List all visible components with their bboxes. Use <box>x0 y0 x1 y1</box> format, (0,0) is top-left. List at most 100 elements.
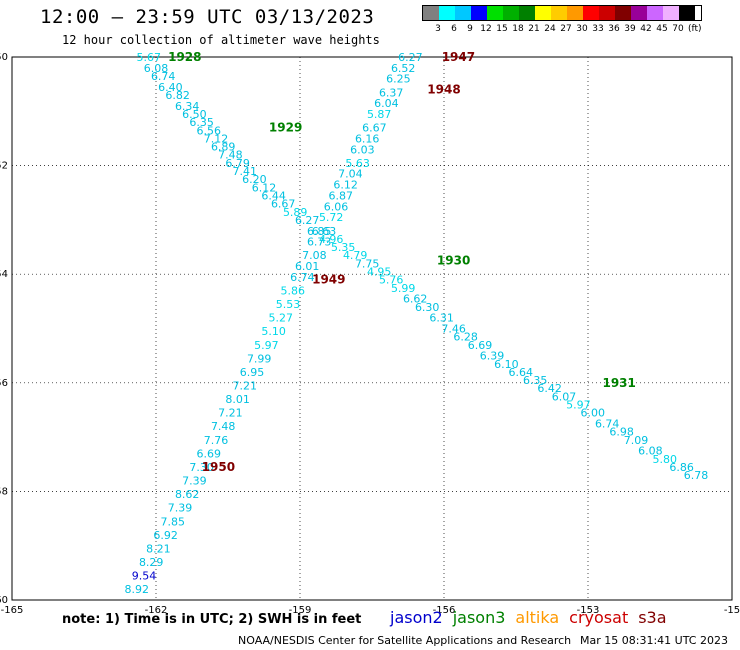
x-tick-label: -165 <box>1 605 24 616</box>
legend-color-box <box>455 6 471 20</box>
wave-height-point: 7.12 <box>204 132 229 145</box>
pass-time-label: 1948 <box>427 83 460 97</box>
legend-value-label: 18 <box>512 24 524 34</box>
legend-value-label: 70 <box>672 24 684 34</box>
wave-height-point: 6.39 <box>480 350 505 363</box>
pass-time-label: 1929 <box>269 121 302 135</box>
legend-color-boxes <box>422 5 702 21</box>
wave-height-point: 5.63 <box>345 157 370 170</box>
wave-height-point: 6.35 <box>523 374 548 387</box>
wave-height-point: 7.76 <box>204 434 229 447</box>
pass-time-label: 1931 <box>602 376 635 390</box>
mission-label-jason2: jason2 <box>390 608 443 627</box>
timestamp-text: Mar 15 08:31:41 UTC 2023 <box>580 634 728 647</box>
wave-height-point: 8.92 <box>125 583 150 596</box>
wave-height-point: 6.74 <box>151 70 176 83</box>
legend-color-box <box>599 6 615 20</box>
wave-height-point: 6.20 <box>242 173 267 186</box>
mission-list: jason2 jason3 altika cryosat s3a <box>390 608 667 627</box>
wave-height-point: 6.31 <box>429 312 454 325</box>
wave-height-point: 5.89 <box>283 206 308 219</box>
wave-height-point: 6.03 <box>350 143 375 156</box>
pass-time-label: 1930 <box>437 254 470 268</box>
wave-height-point: 5.27 <box>269 312 294 325</box>
wave-height-point: 5.99 <box>391 282 416 295</box>
legend-value-label: 39 <box>624 24 636 34</box>
wave-height-point: 5.53 <box>276 298 301 311</box>
wave-height-point: 6.62 <box>403 293 428 306</box>
wave-height-point: 6.86 <box>669 461 694 474</box>
wave-height-point: 6.27 <box>295 214 320 227</box>
wave-height-point: 6.82 <box>165 89 190 102</box>
wave-height-point: 6.35 <box>189 116 214 129</box>
wave-height-point: 6.95 <box>240 366 265 379</box>
pass-time-label: 1928 <box>168 50 201 64</box>
legend-color-box <box>439 6 455 20</box>
pass-time-label: 1950 <box>202 460 235 474</box>
wave-height-point: 6.74 <box>290 271 315 284</box>
wave-height-point: 7.41 <box>233 165 258 178</box>
wave-height-point: 6.64 <box>509 366 534 379</box>
wave-height-point: 5.76 <box>379 274 404 287</box>
y-tick-label: -60 <box>0 595 8 606</box>
wave-height-point: 7.85 <box>161 515 186 528</box>
units-note: note: 1) Time is in UTC; 2) SWH is in fe… <box>62 612 362 627</box>
wave-height-point: 4.79 <box>343 249 368 262</box>
wave-height-point: 6.12 <box>252 181 277 194</box>
legend-color-box <box>471 6 487 20</box>
legend-color-box <box>519 6 535 20</box>
wave-height-point: 6.16 <box>355 132 380 145</box>
x-tick-label: -159 <box>289 605 312 616</box>
chart-title: 12:00 – 23:59 UTC 03/13/2023 <box>40 6 375 28</box>
y-tick-label: -52 <box>0 161 8 172</box>
wave-height-point: 6.69 <box>468 339 493 352</box>
wave-height-point: 6.67 <box>271 198 296 211</box>
wave-height-point: 8.01 <box>225 393 250 406</box>
legend-value-label: 15 <box>496 24 508 34</box>
wave-height-point: 6.63 <box>312 225 337 238</box>
wave-height-point: 6.12 <box>333 179 358 192</box>
wave-height-point: 5.87 <box>367 108 392 121</box>
legend-color-box <box>551 6 567 20</box>
legend-value-labels: 3 6 9 12 15 18 21 24 27 30 33 36 39 42 45 70 (ft) <box>422 24 701 34</box>
x-tick-label: -156 <box>433 605 456 616</box>
wave-height-point: 6.07 <box>552 390 577 403</box>
wave-height-point: 6.42 <box>537 382 562 395</box>
legend-value-label: 12 <box>480 24 492 34</box>
y-tick-label: -56 <box>0 378 8 389</box>
wave-height-point: 6.08 <box>638 445 663 458</box>
wave-height-point: 5.97 <box>254 339 279 352</box>
wave-height-point: 6.74 <box>595 418 620 431</box>
wave-height-point: 7.21 <box>233 380 258 393</box>
mission-label-altika: altika <box>515 608 560 627</box>
legend-color-box <box>647 6 663 20</box>
credit-text: NOAA/NESDIS Center for Satellite Applica… <box>238 634 572 647</box>
mission-label-s3a: s3a <box>638 608 667 627</box>
wave-height-point: 6.79 <box>225 157 250 170</box>
wave-height-point: 6.69 <box>197 447 222 460</box>
wave-height-point: 5.35 <box>331 241 356 254</box>
mission-label-jason3: jason3 <box>452 608 506 627</box>
wave-height-point: 6.40 <box>158 81 183 94</box>
wave-height-point: 7.48 <box>218 149 243 162</box>
wave-height-point: 5.86 <box>281 284 306 297</box>
wave-height-point: 6.50 <box>182 108 207 121</box>
wave-height-point: 7.39 <box>168 502 193 515</box>
legend-value-label: 24 <box>544 24 556 34</box>
y-tick-label: -54 <box>0 269 8 280</box>
wave-height-point: 7.09 <box>624 434 649 447</box>
wave-height-point: 5.10 <box>261 325 286 338</box>
wave-height-point: 4.95 <box>367 265 392 278</box>
legend-color-box <box>423 6 439 20</box>
color-legend: 3 6 9 12 15 18 21 24 27 30 33 36 39 42 45 70 (ft) <box>422 5 702 34</box>
y-tick-label: -50 <box>0 52 8 63</box>
legend-value-label: 36 <box>608 24 620 34</box>
wave-height-point: 7.99 <box>247 352 272 365</box>
wave-height-point: 6.25 <box>386 73 411 86</box>
legend-value-label: 42 <box>640 24 652 34</box>
wave-height-point: 5.80 <box>653 453 678 466</box>
wave-height-point: 9.54 <box>132 570 157 583</box>
legend-color-box <box>583 6 599 20</box>
wave-height-point: 6.04 <box>374 97 399 110</box>
